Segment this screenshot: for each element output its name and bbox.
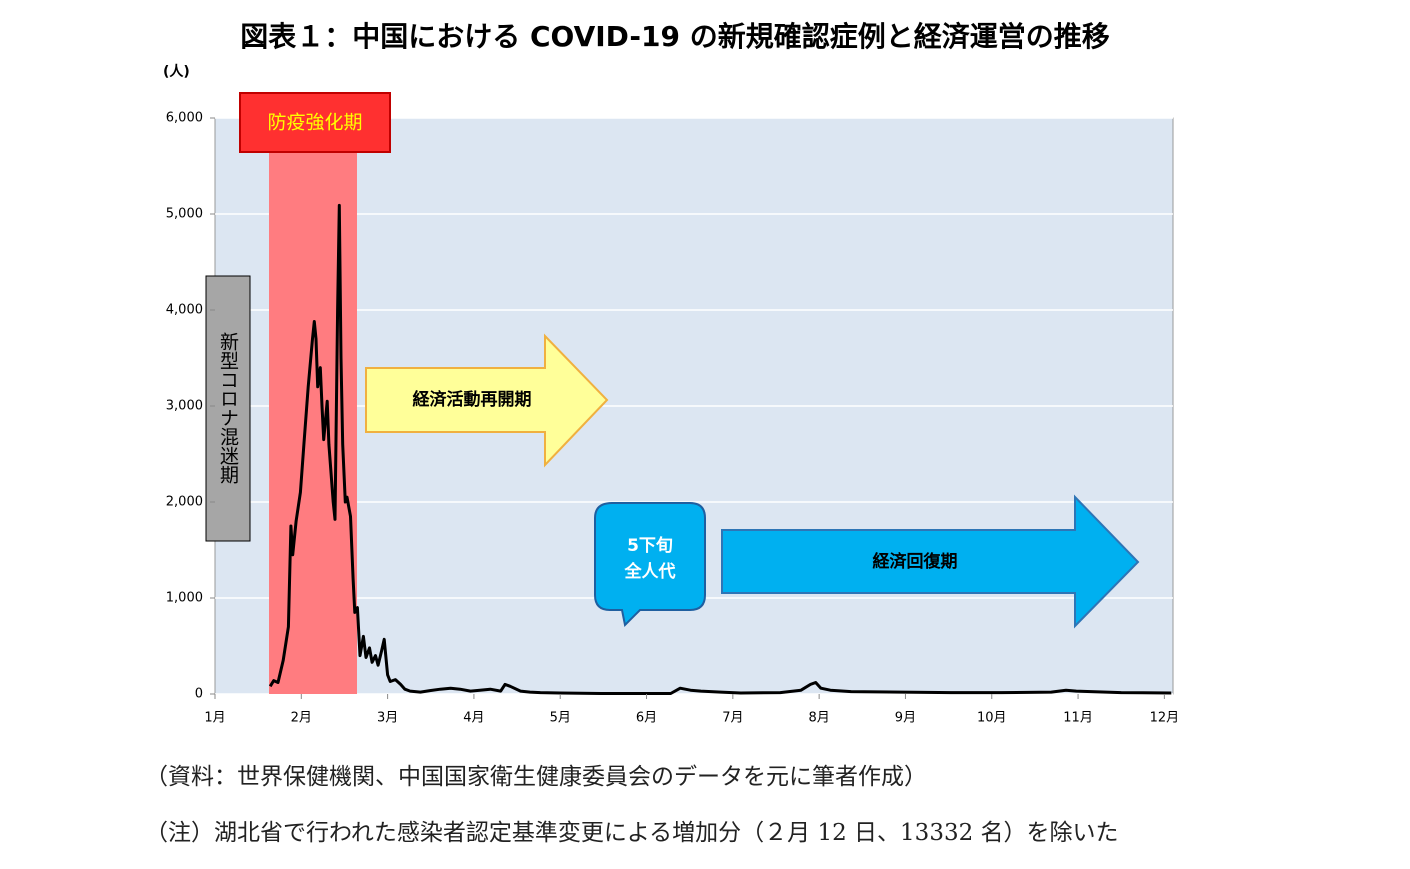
x-tick-label: 7月 [722,711,743,726]
callout [594,502,706,628]
annotation: 全人代 [624,561,676,582]
arrow [721,494,1140,629]
annotation: 5下旬 [627,535,673,556]
x-tick-label: 4月 [463,711,484,726]
y-tick-label: 6,000 [166,111,203,126]
source-note: （資料：世界保健機関、中国国家衛生健康委員会のデータを元に筆者作成） [145,764,927,790]
x-tick-label: 2月 [291,711,312,726]
x-tick-label: 12月 [1150,711,1180,726]
y-tick-label: 1,000 [166,591,203,606]
x-tick-label: 11月 [1063,711,1093,726]
annotation: 経済回復期 [873,551,958,572]
chart-title: 図表１：中国における COVID-19 の新規確認症例と経済運営の推移 [240,20,1110,53]
highlight-band [269,118,357,694]
annotation: 新型コロナ混迷期 [217,332,239,484]
y-tick-label: 0 [195,687,203,702]
x-tick-label: 8月 [809,711,830,726]
x-tick-label: 5月 [550,711,571,726]
x-tick-label: 9月 [895,711,916,726]
x-tick-label: 6月 [636,711,657,726]
y-tick-label: 2,000 [166,495,203,510]
y-tick-label: 3,000 [166,399,203,414]
label-box [239,92,391,153]
annotation: 防疫強化期 [267,112,362,134]
annotation: 経済活動再開期 [413,389,532,410]
y-tick-label: 4,000 [166,303,203,318]
x-tick-label: 10月 [977,711,1007,726]
y-unit: (人) [163,63,190,80]
series-line [268,203,1172,695]
x-tick-label: 3月 [377,711,398,726]
label-box [205,275,251,542]
footnote: （注）湖北省で行われた感染者認定基準変更による増加分（２月 12 日、13332… [145,820,1119,846]
x-tick-label: 1月 [204,711,225,726]
y-tick-label: 5,000 [166,207,203,222]
arrow [365,333,609,468]
